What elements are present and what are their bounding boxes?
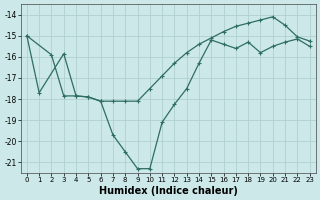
X-axis label: Humidex (Indice chaleur): Humidex (Indice chaleur) <box>99 186 238 196</box>
